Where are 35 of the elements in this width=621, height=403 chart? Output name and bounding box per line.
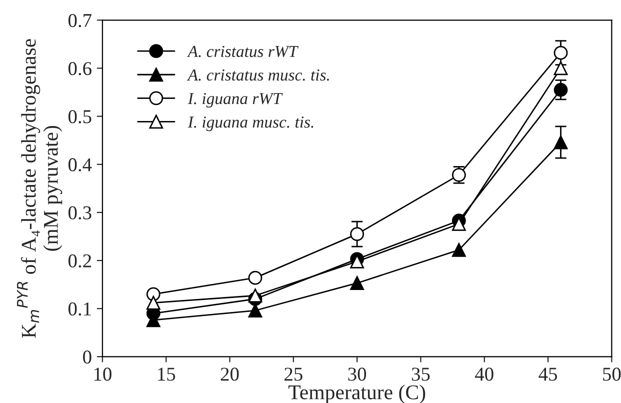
y-tick-label: 0.2 (68, 254, 91, 268)
x-tick-label: 45 (538, 368, 557, 381)
x-tick-label: 35 (412, 368, 430, 381)
point (248, 270, 262, 285)
legend-label: I. iguana rWT (188, 92, 283, 108)
point (350, 254, 364, 268)
point (452, 242, 466, 257)
legend-label: I. iguana musc. tis. (188, 116, 314, 132)
x-tick-label: 10 (94, 368, 112, 381)
y-tick-label: 0.6 (68, 62, 92, 76)
x-tick-label: 50 (603, 368, 621, 381)
point (554, 46, 568, 60)
y-axis-title: K$_{m}$$^{PYR}$ of A₄-lactate dehydrogenase (mM pyruvate) (17, 39, 62, 338)
x-tick-label: 40 (475, 368, 494, 381)
y-tick-label: 0 (83, 350, 92, 364)
y-tick-label: 0.3 (68, 206, 92, 220)
point (350, 227, 364, 242)
point (248, 304, 262, 318)
point (248, 288, 262, 303)
legend-label: A. cristatus musc. tis. (186, 69, 329, 81)
x-tick-label: 20 (220, 368, 239, 381)
y-tick-label: 0.4 (68, 158, 92, 172)
x-tick-label: 25 (284, 368, 302, 381)
x-tick-label: 15 (158, 368, 176, 381)
point (452, 217, 466, 231)
y-tick-label: 0.7 (68, 14, 92, 28)
point (554, 82, 568, 97)
x-tick-label: 30 (348, 368, 366, 381)
y-tick-label: 0.1 (68, 302, 91, 316)
legend-label: A. cristatus rWT (186, 46, 299, 58)
point (350, 276, 364, 290)
point (554, 135, 568, 150)
y-tick-label: 0.5 (68, 110, 92, 124)
point (554, 61, 568, 76)
point (146, 296, 160, 310)
